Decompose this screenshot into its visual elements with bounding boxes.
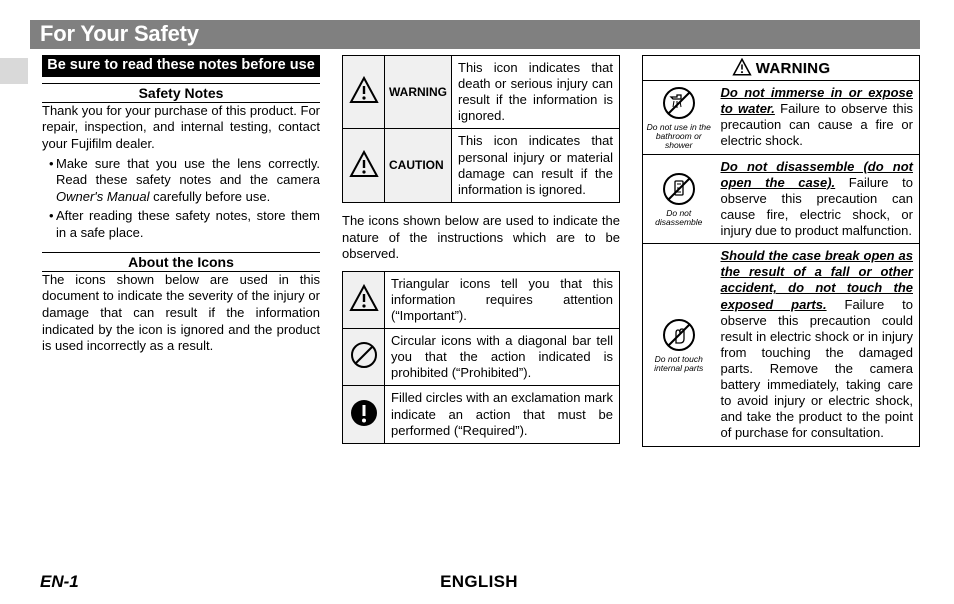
page-number: EN-1 bbox=[40, 572, 79, 592]
column-warnings: WARNING Do not use in the bathroom or sh… bbox=[642, 55, 920, 447]
warning-banner: WARNING bbox=[642, 55, 920, 81]
caution-desc: This icon indicates that personal injury… bbox=[452, 129, 620, 202]
warning-text: Should the case break open as the result… bbox=[715, 244, 920, 446]
warning-label: WARNING bbox=[385, 56, 452, 129]
table-row: WARNING This icon indicates that death o… bbox=[343, 56, 620, 129]
prohibited-desc: Circular icons with a diagonal bar tell … bbox=[385, 329, 620, 386]
important-desc: Triangular icons tell you that this info… bbox=[385, 271, 620, 328]
page-title: For Your Safety bbox=[30, 20, 920, 49]
warning-table: Do not use in the bathroom or shower Do … bbox=[642, 81, 920, 447]
warning-text: Do not immerse in or expose to water. Fa… bbox=[715, 81, 920, 154]
required-desc: Filled circles with an exclamation mark … bbox=[385, 386, 620, 443]
prohibited-circle-icon bbox=[343, 329, 385, 386]
language-label: ENGLISH bbox=[440, 572, 518, 592]
intro-paragraph: Thank you for your purchase of this prod… bbox=[42, 103, 320, 153]
warning-triangle-icon bbox=[343, 56, 385, 129]
no-touch-internal-icon: Do not touch internal parts bbox=[643, 244, 715, 446]
manual-page: For Your Safety Be sure to read these no… bbox=[0, 0, 954, 447]
safety-bullet-list: Make sure that you use the lens correctl… bbox=[42, 156, 320, 242]
instruction-icons-paragraph: The icons shown below are used to indica… bbox=[342, 213, 620, 263]
table-row: Triangular icons tell you that this info… bbox=[343, 271, 620, 328]
page-footer: EN-1 ENGLISH bbox=[40, 572, 918, 592]
caution-triangle-icon bbox=[343, 129, 385, 202]
required-circle-icon bbox=[343, 386, 385, 443]
list-item: After reading these safety notes, store … bbox=[49, 208, 320, 241]
warning-triangle-icon bbox=[732, 58, 752, 76]
notes-banner: Be sure to read these notes before use bbox=[42, 55, 320, 77]
table-row: Filled circles with an exclamation mark … bbox=[343, 386, 620, 443]
table-row: Do not use in the bathroom or shower Do … bbox=[643, 81, 920, 154]
content-columns: Be sure to read these notes before use S… bbox=[42, 55, 920, 447]
column-safety-notes: Be sure to read these notes before use S… bbox=[42, 55, 320, 447]
no-water-icon: Do not use in the bathroom or shower bbox=[643, 81, 715, 154]
page-index-tab bbox=[0, 58, 28, 84]
severity-icon-table: WARNING This icon indicates that death o… bbox=[342, 55, 620, 203]
warning-text: Do not disassemble (do not open the case… bbox=[715, 154, 920, 244]
instruction-icon-table: Triangular icons tell you that this info… bbox=[342, 271, 620, 444]
table-row: Circular icons with a diagonal bar tell … bbox=[343, 329, 620, 386]
list-item: Make sure that you use the lens correctl… bbox=[49, 156, 320, 206]
important-triangle-icon bbox=[343, 271, 385, 328]
safety-notes-heading: Safety Notes bbox=[42, 83, 320, 103]
table-row: Do not disassemble Do not disassemble (d… bbox=[643, 154, 920, 244]
no-disassemble-icon: Do not disassemble bbox=[643, 154, 715, 244]
table-row: Do not touch internal parts Should the c… bbox=[643, 244, 920, 446]
about-icons-heading: About the Icons bbox=[42, 252, 320, 272]
caution-label: CAUTION bbox=[385, 129, 452, 202]
about-icons-paragraph: The icons shown below are used in this d… bbox=[42, 272, 320, 355]
column-icon-legend: WARNING This icon indicates that death o… bbox=[342, 55, 620, 447]
warning-desc: This icon indicates that death or seriou… bbox=[452, 56, 620, 129]
table-row: CAUTION This icon indicates that persona… bbox=[343, 129, 620, 202]
